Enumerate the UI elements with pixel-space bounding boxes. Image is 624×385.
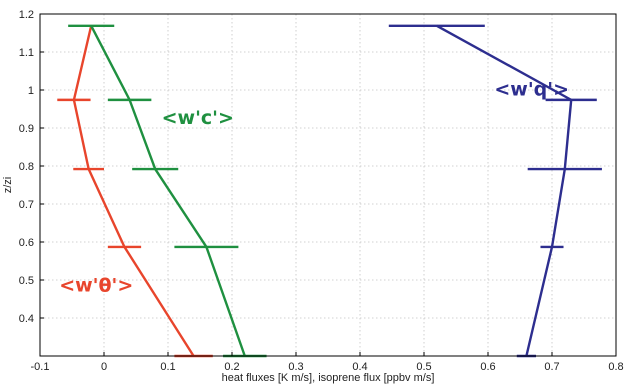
- x-tick-label: 0.6: [480, 361, 495, 373]
- y-tick-label: 0.8: [19, 161, 34, 173]
- plot-frame: [39, 13, 617, 357]
- x-tick-label: 0.4: [352, 361, 367, 373]
- annotation-label: <w'c'>: [162, 107, 234, 129]
- y-tick-label: 1.1: [19, 47, 34, 59]
- x-tick-label: 0.2: [224, 361, 239, 373]
- y-tick-label: 0.6: [19, 237, 34, 249]
- x-tick-label: 0: [101, 361, 107, 373]
- x-tick-label: 0.7: [544, 361, 559, 373]
- x-tick-label: -0.1: [31, 361, 50, 373]
- y-tick-label: 0.9: [19, 123, 34, 135]
- series-group: [57, 24, 602, 358]
- y-tick-label: 1: [28, 85, 34, 97]
- x-axis-label: heat fluxes [K m/s], isoprene flux [ppbv…: [222, 372, 435, 384]
- grid: [39, 13, 617, 356]
- y-tick-label: 0.5: [19, 275, 34, 287]
- y-tick-label: 1.2: [19, 9, 34, 21]
- annotations-group: <w'θ'> <w'c'> <w'q'>: [59, 79, 569, 297]
- x-tick-label: 0.5: [416, 361, 431, 373]
- x-tick-label: 0.3: [288, 361, 303, 373]
- y-tick-label: 0.7: [19, 199, 34, 211]
- ticks-group: -0.1 0 0.1 0.2 0.3 0.4 0.5 0.6 0.7 0.8 0.4 0.5 0.6 0.…: [19, 9, 624, 373]
- series-wq: [388, 24, 602, 358]
- y-tick-label: 0.4: [19, 313, 34, 325]
- y-axis-label: z/zi: [2, 177, 14, 194]
- annotation-label: <w'q'>: [494, 79, 569, 101]
- annotation-label: <w'θ'>: [59, 274, 133, 296]
- x-tick-label: 0.1: [160, 361, 175, 373]
- x-tick-label: 0.8: [608, 361, 623, 373]
- plot-area: [40, 14, 616, 356]
